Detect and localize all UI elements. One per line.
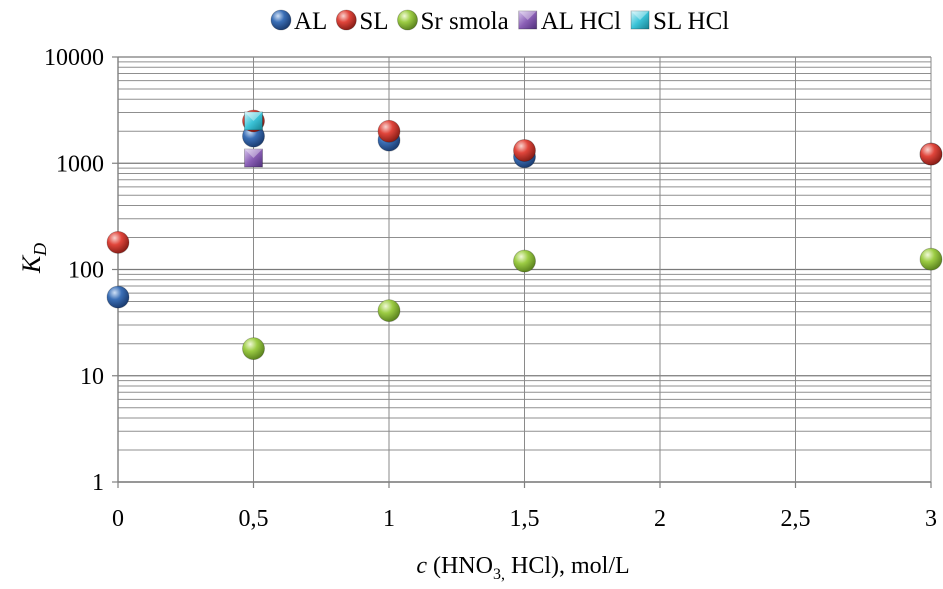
data-point-sl bbox=[919, 142, 943, 166]
y-tick-label: 1 bbox=[92, 470, 104, 496]
marker-square bbox=[244, 148, 263, 168]
data-point-sl bbox=[513, 139, 536, 162]
legend-marker bbox=[270, 9, 292, 31]
legend-label: AL HCl bbox=[541, 8, 621, 35]
data-point-sl-hcl bbox=[244, 111, 263, 131]
legend-label: AL bbox=[294, 8, 327, 35]
data-point-sr-smola bbox=[242, 337, 265, 361]
x-tick-label: 3 bbox=[925, 506, 937, 532]
axes bbox=[112, 56, 932, 488]
y-axis-title: KD bbox=[17, 243, 50, 274]
legend-label: SL bbox=[359, 8, 388, 35]
y-tick-label: 100 bbox=[68, 258, 104, 284]
y-tick-label: 1000 bbox=[56, 151, 104, 177]
x-tick-label: 1 bbox=[383, 506, 395, 532]
data-point-sr-smola bbox=[377, 299, 401, 323]
x-tick-label: 2 bbox=[654, 506, 666, 532]
marker-square bbox=[244, 111, 263, 131]
x-tick-label: 2,5 bbox=[781, 506, 811, 532]
data-point-sl bbox=[377, 119, 401, 143]
legend-marker-bevel bbox=[518, 11, 537, 20]
legend-entry-sr-smola: Sr smola bbox=[397, 8, 509, 35]
data-point-al-hcl bbox=[244, 148, 263, 168]
legend-marker bbox=[335, 9, 357, 31]
legend-marker-bevel bbox=[631, 11, 650, 20]
legend-marker bbox=[518, 10, 538, 30]
data-point-sl bbox=[106, 230, 130, 254]
legend-marker bbox=[397, 9, 418, 31]
data-point-sr-smola bbox=[919, 247, 943, 271]
x-tick-label: 1,5 bbox=[510, 506, 540, 532]
x-tick-label: 0 bbox=[112, 506, 124, 532]
data-point-al bbox=[106, 285, 130, 309]
y-tick-label: 10 bbox=[80, 364, 104, 390]
legend-entry-al-hcl: AL HCl bbox=[518, 8, 621, 35]
legend-entry-sl: SL bbox=[335, 8, 389, 35]
legend-marker bbox=[630, 10, 650, 30]
legend: AL SL Sr smola AL HCl SL HCl bbox=[270, 8, 729, 35]
data-point-sr-smola bbox=[513, 249, 536, 273]
legend-label: SL HCl bbox=[653, 8, 729, 35]
legend-label: Sr smola bbox=[421, 8, 509, 35]
data-points bbox=[106, 109, 943, 361]
legend-entry-al: AL bbox=[270, 8, 327, 35]
x-tick-label: 0,5 bbox=[239, 506, 269, 532]
legend-entry-sl-hcl: SL HCl bbox=[630, 8, 729, 35]
y-tick-label: 10000 bbox=[44, 45, 104, 71]
marker-bevel bbox=[244, 149, 263, 159]
x-axis-title: c (HNO3, HCl), mol/L bbox=[416, 553, 629, 583]
marker-bevel bbox=[244, 111, 263, 121]
tick-labels: 1 10 100 1000 10000 0 0,5 1 1,5 2 2,5 3 bbox=[44, 45, 937, 532]
